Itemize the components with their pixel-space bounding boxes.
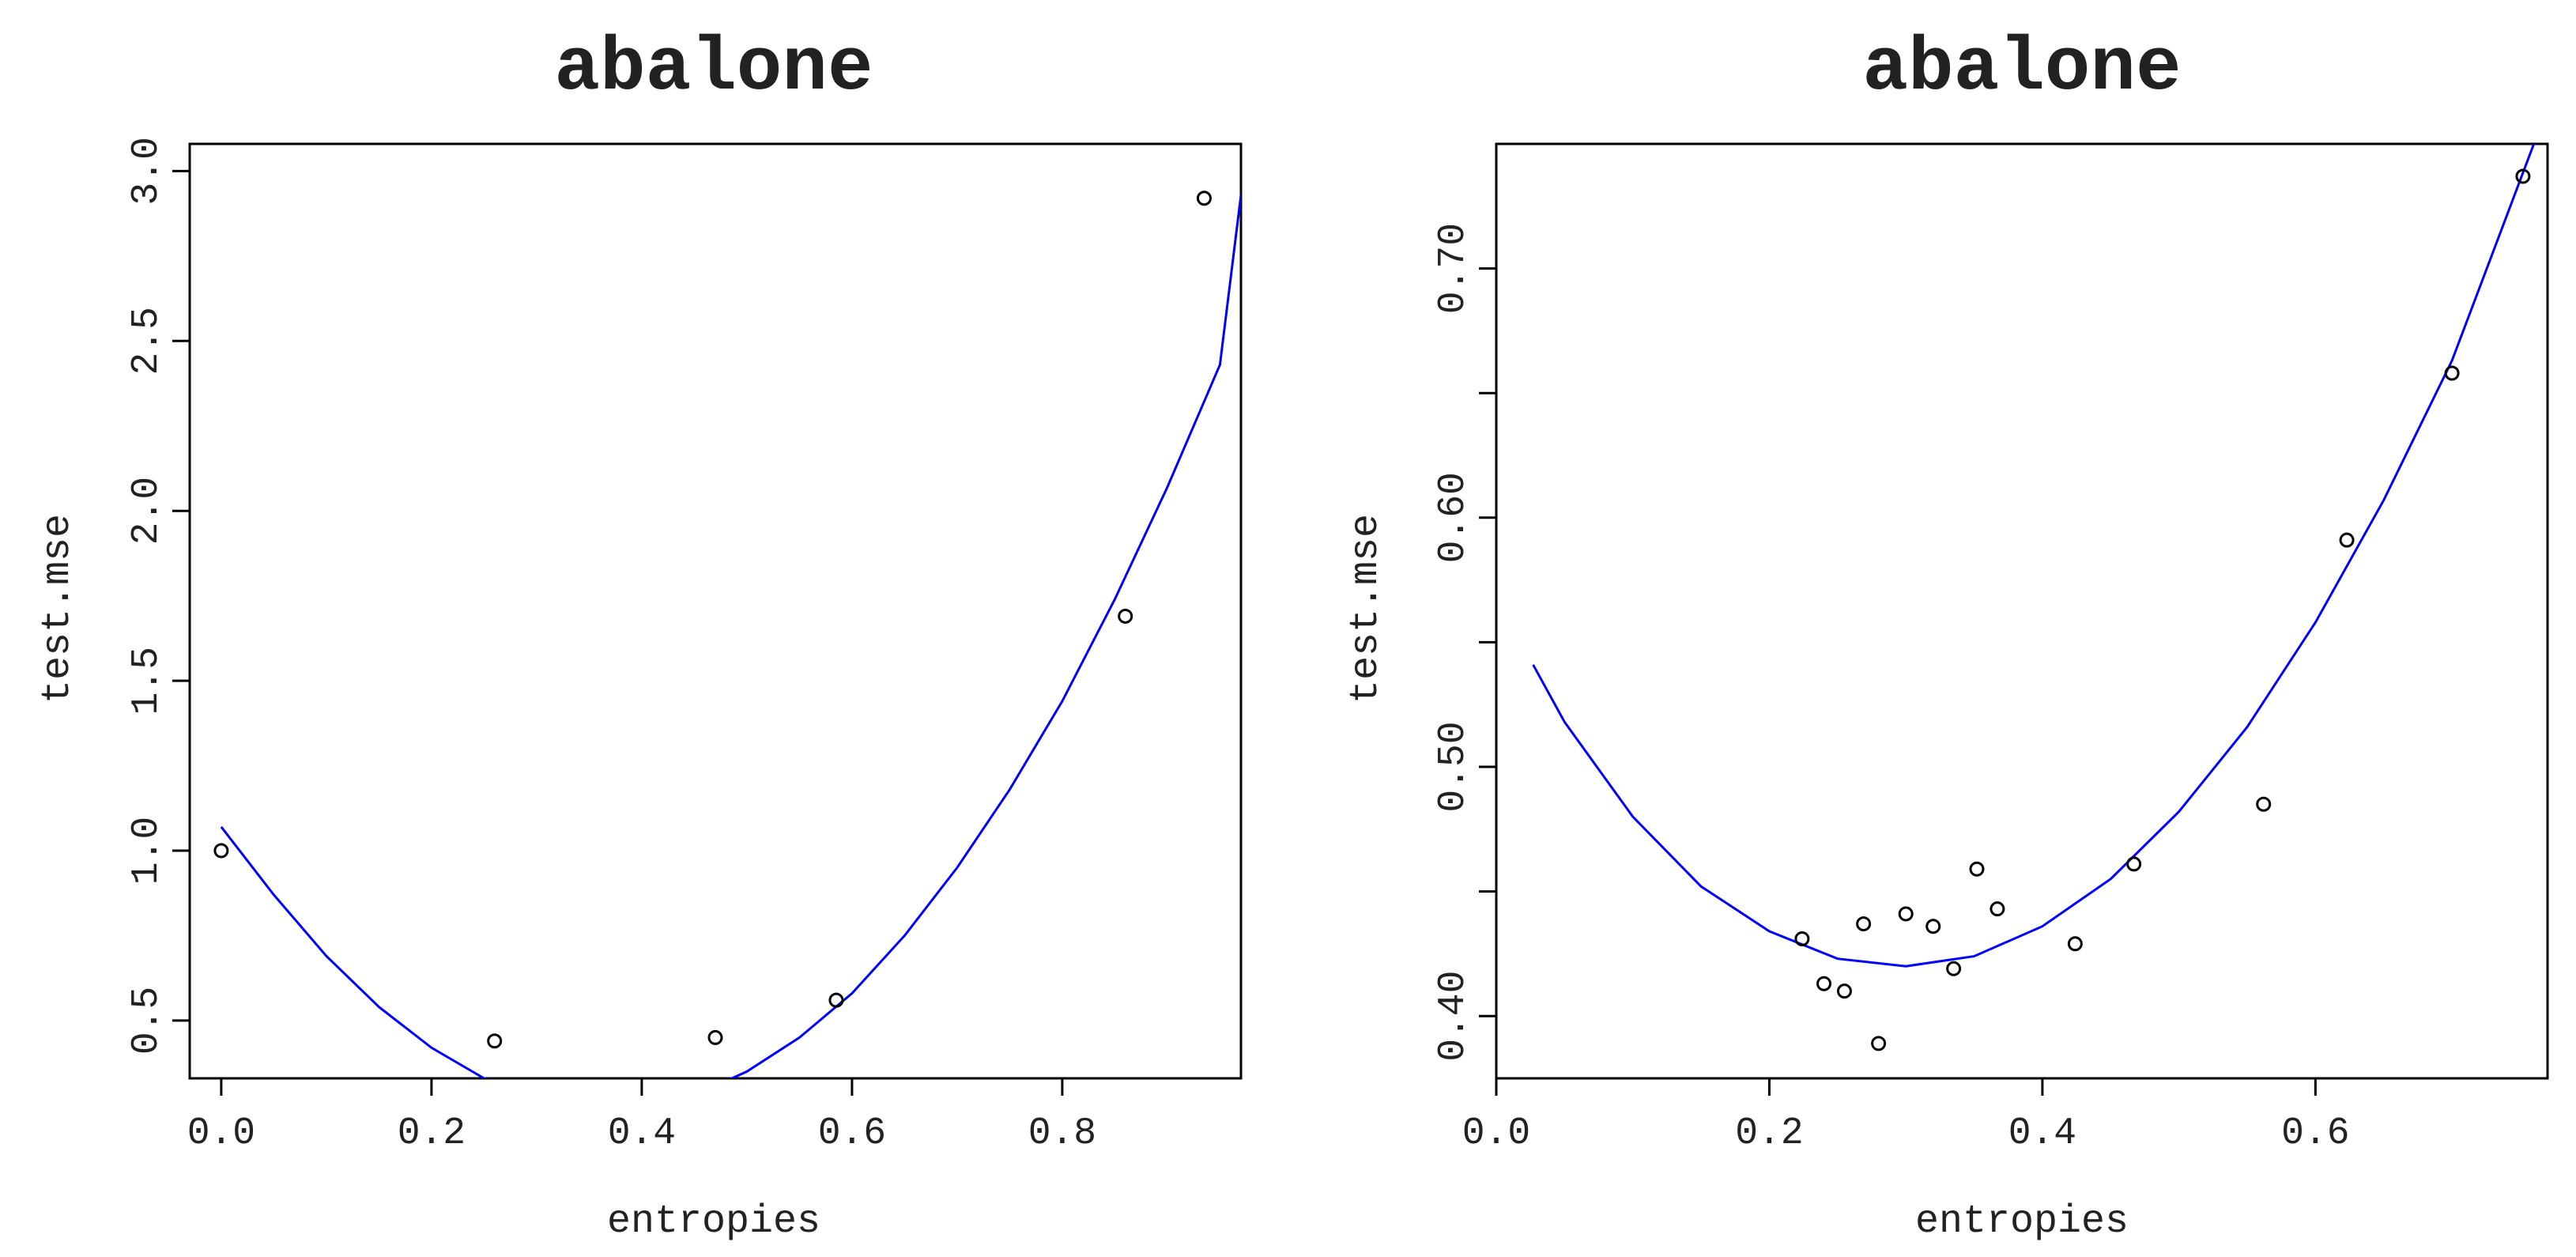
y-axis-label: test.mse	[1344, 514, 1389, 704]
x-tick-label: 0.2	[398, 1112, 466, 1155]
y-tick-label: 0.40	[1432, 971, 1475, 1062]
data-point	[1794, 930, 1810, 946]
x-tick-label: 0.4	[2008, 1112, 2076, 1155]
data-point	[213, 843, 229, 859]
y-tick-label: 1.0	[126, 817, 168, 885]
y-tick-label: 0.60	[1432, 472, 1475, 563]
data-point	[1990, 901, 2005, 917]
y-tick-label: 0.5	[126, 987, 168, 1055]
data-point	[828, 992, 844, 1008]
x-axis-ticks: 0.0 0.2 0.4 0.6	[1462, 1078, 2350, 1155]
plot-frame	[1495, 142, 2549, 1080]
x-tick-label: 0.6	[818, 1112, 886, 1155]
data-points	[213, 191, 1212, 1049]
data-point	[1925, 919, 1941, 934]
y-tick-label: 2.0	[126, 477, 168, 545]
fitted-curve-group	[220, 194, 1241, 1078]
data-point	[2515, 168, 2531, 184]
data-point	[2256, 796, 2272, 812]
data-point	[1196, 191, 1212, 206]
data-point	[1898, 906, 1914, 922]
data-point	[1816, 976, 1832, 991]
data-point	[2339, 532, 2355, 548]
x-tick-label: 0.0	[187, 1112, 255, 1155]
y-tick-label: 0.50	[1432, 721, 1475, 812]
x-tick-label: 0.2	[1735, 1112, 1803, 1155]
x-axis-ticks: 0.0 0.2 0.4 0.6 0.8	[187, 1078, 1096, 1155]
y-tick-label: 2.5	[126, 307, 168, 375]
data-point	[1118, 608, 1133, 624]
x-axis-label: entropies	[1915, 1199, 2129, 1244]
plot-frame	[188, 142, 1243, 1080]
x-tick-label: 0.6	[2281, 1112, 2349, 1155]
fitted-curve-group	[1532, 144, 2536, 968]
data-point	[1871, 1036, 1887, 1051]
y-axis-label: test.mse	[36, 514, 81, 704]
fitted-curve	[220, 194, 1241, 1078]
data-point	[1856, 916, 1872, 932]
x-tick-label: 0.4	[608, 1112, 676, 1155]
data-point	[2444, 365, 2460, 381]
x-axis-label: entropies	[607, 1199, 820, 1244]
y-tick-label: 1.5	[126, 647, 168, 715]
data-point	[1969, 861, 1985, 877]
chart-title: abalone	[1862, 25, 2181, 111]
scatter-panel-right: abalone entropies test.mse 0.0 0.2 0.4 0.6 …	[1344, 25, 2549, 1244]
scatter-panel-left: abalone entropies test.mse 0.0 0.2 0.4 0.6 0…	[36, 25, 1243, 1244]
data-point	[487, 1033, 503, 1049]
data-point	[707, 1029, 723, 1045]
fitted-curve	[1532, 144, 2536, 968]
y-tick-label: 3.0	[126, 137, 168, 205]
chart-title: abalone	[554, 25, 873, 111]
y-tick-label: 0.70	[1432, 223, 1475, 314]
data-point	[1836, 983, 1852, 999]
y-axis-ticks: 0.40 0.50 0.60 0.70	[1432, 223, 1496, 1062]
x-tick-label: 0.0	[1462, 1112, 1530, 1155]
y-axis-ticks: 0.5 1.0 1.5 2.0 2.5 3.0	[126, 137, 190, 1055]
data-point	[1946, 961, 1962, 976]
data-point	[2126, 856, 2142, 872]
x-tick-label: 0.8	[1028, 1112, 1096, 1155]
data-point	[2067, 936, 2083, 952]
data-points	[1794, 168, 2531, 1051]
